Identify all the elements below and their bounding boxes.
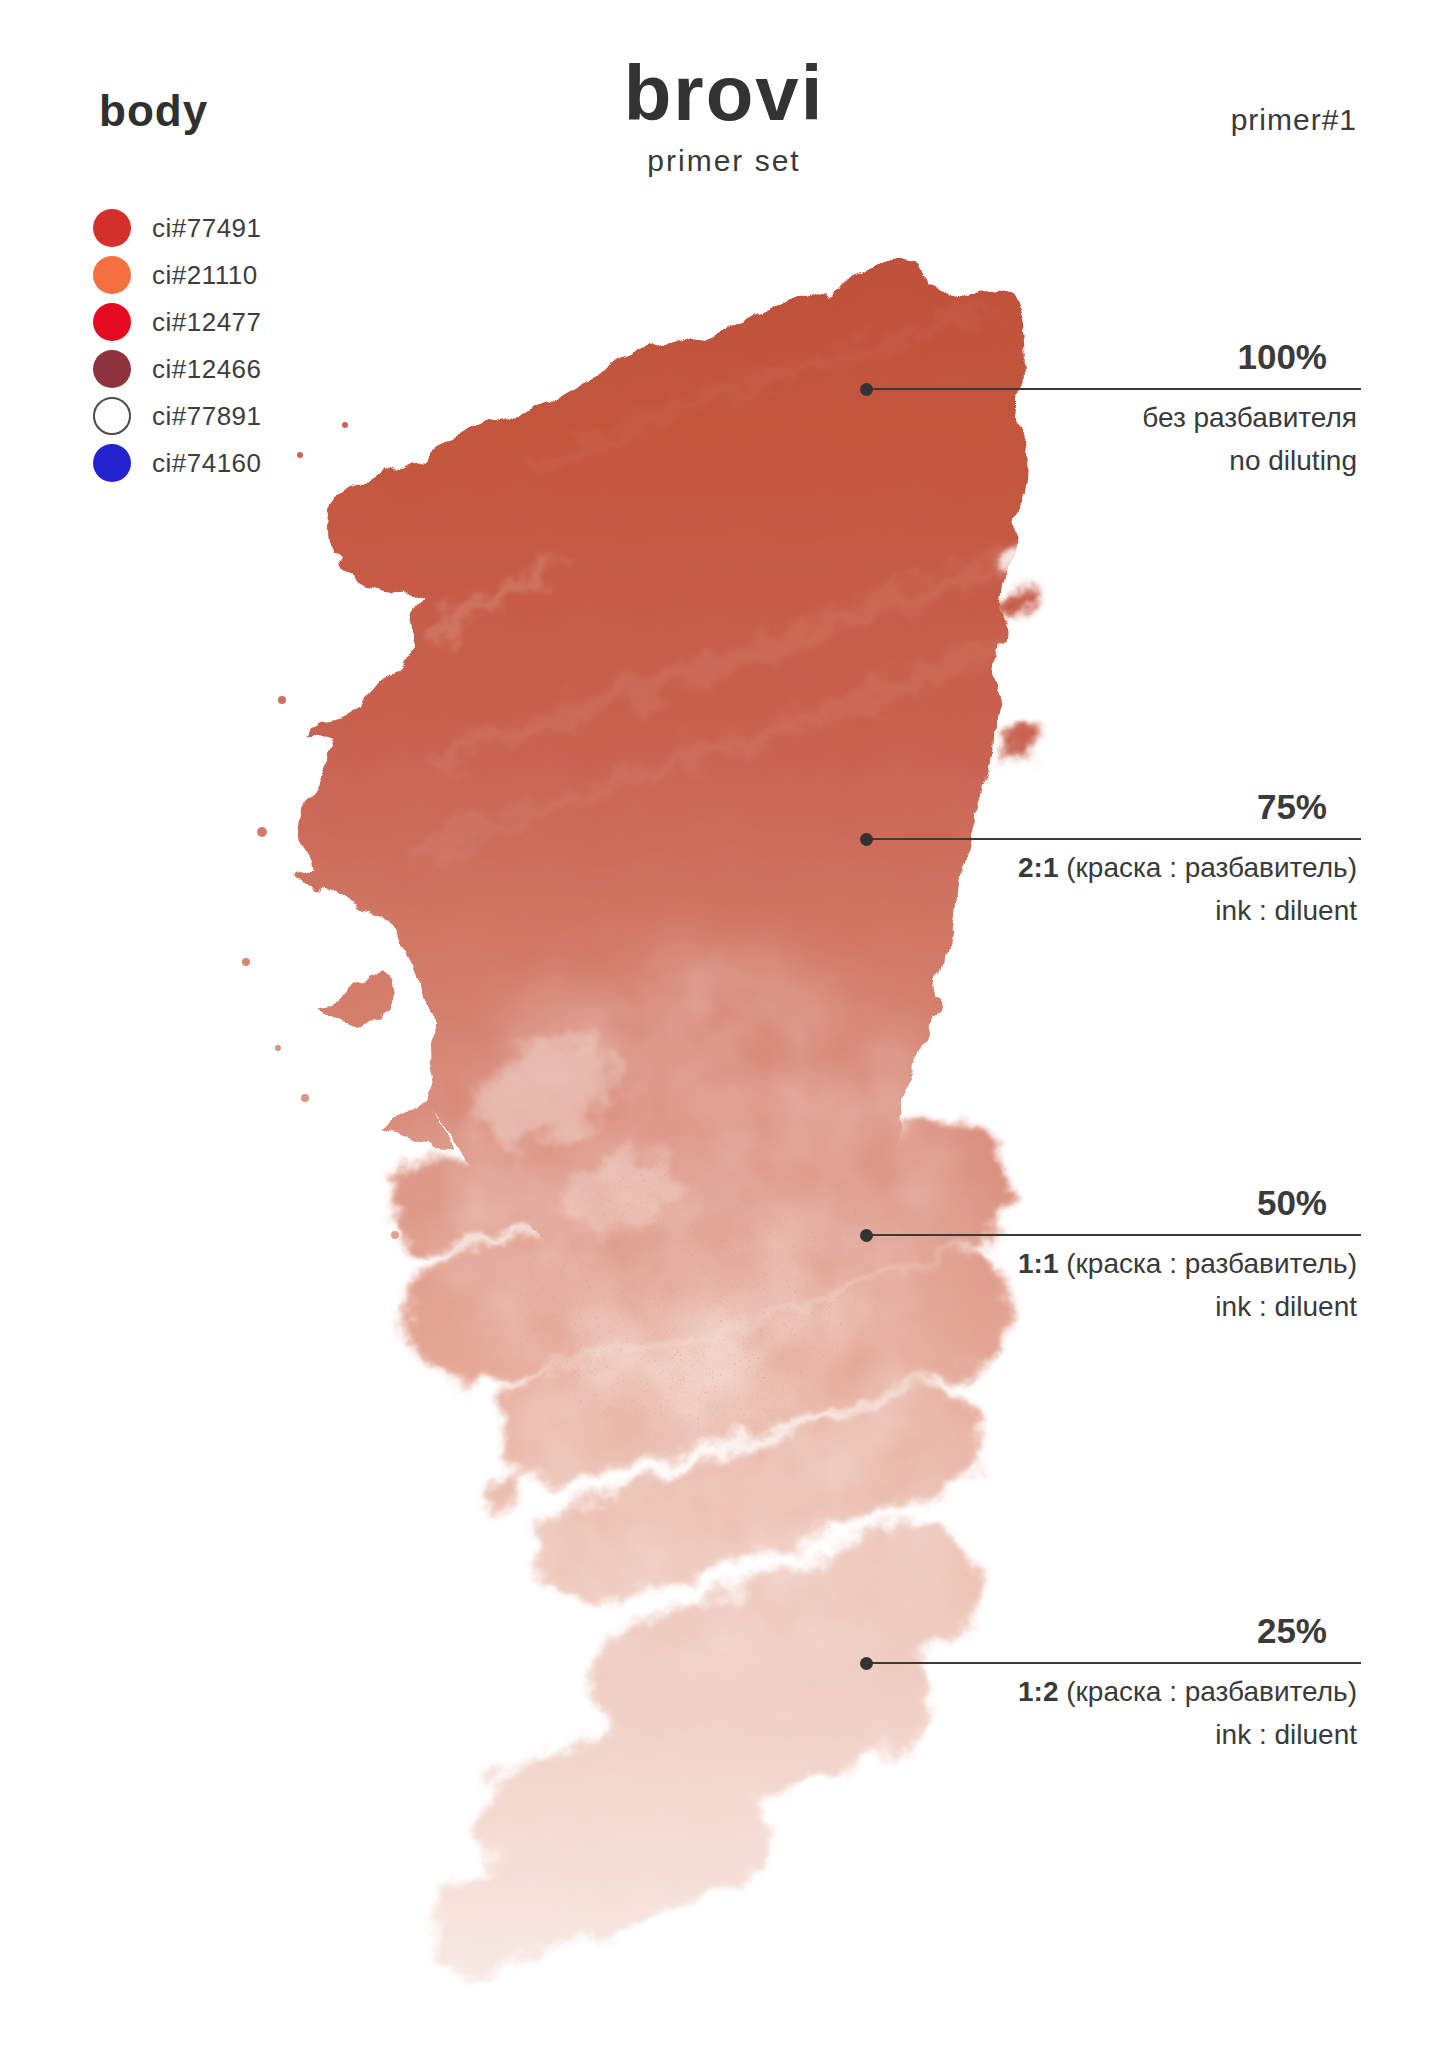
sheet-label: primer#1 [1231,103,1357,137]
annotation-dot [860,833,873,846]
dilution-ratio: 1:1 [1018,1248,1058,1279]
dilution-percent: 50% [1257,1185,1327,1221]
dilution-percent: 75% [1257,789,1327,825]
dilution-note-ru-text: (краска : разбавитель) [1066,852,1357,883]
pigment-code: ci#12466 [152,354,262,385]
dilution-percent: 25% [1257,1613,1327,1649]
annotation-leader-line [867,388,1361,390]
dilution-note-ru-text: (краска : разбавитель) [1066,1676,1357,1707]
legend-item: ci#74160 [93,444,262,482]
pigment-code: ci#77891 [152,401,262,432]
pigment-color-icon [93,350,131,388]
pigment-code: ci#12477 [152,307,262,338]
annotation-dot [860,383,873,396]
brand-subtitle: primer set [0,144,1448,178]
dilution-note-en: ink : diluent [1215,1720,1357,1750]
dilution-note-ru: 2:1 (краска : разбавитель) [1018,853,1357,883]
dilution-note-en: no diluting [1229,446,1357,476]
dilution-note-en: ink : diluent [1215,896,1357,926]
legend-item: ci#77891 [93,397,262,435]
dilution-ratio: 2:1 [1018,852,1058,883]
legend-item: ci#21110 [93,256,262,294]
annotation-leader-line [867,838,1361,840]
annotation-dot [860,1229,873,1242]
dilution-ratio: 1:2 [1018,1676,1058,1707]
dilution-note-ru-text: (краска : разбавитель) [1066,1248,1357,1279]
dilution-note-ru: 1:2 (краска : разбавитель) [1018,1677,1357,1707]
annotation-leader-line [867,1662,1361,1664]
pigment-color-icon [93,397,131,435]
annotation-leader-line [867,1234,1361,1236]
legend-item: ci#12477 [93,303,262,341]
dilution-note-ru: без разбавителя [1142,403,1357,433]
pigment-code: ci#21110 [152,260,258,291]
pigment-code: ci#74160 [152,448,262,479]
pigment-legend: ci#77491 ci#21110 ci#12477 ci#12466 ci#77891… [93,209,262,491]
dilution-note-ru: 1:1 (краска : разбавитель) [1018,1249,1357,1279]
legend-item: ci#77491 [93,209,262,247]
annotation-dot [860,1657,873,1670]
dilution-note-en: ink : diluent [1215,1292,1357,1322]
pigment-color-icon [93,444,131,482]
legend-item: ci#12466 [93,350,262,388]
dilution-percent: 100% [1237,339,1327,375]
pigment-code: ci#77491 [152,213,262,244]
pigment-color-icon [93,256,131,294]
pigment-color-icon [93,303,131,341]
pigment-color-icon [93,209,131,247]
